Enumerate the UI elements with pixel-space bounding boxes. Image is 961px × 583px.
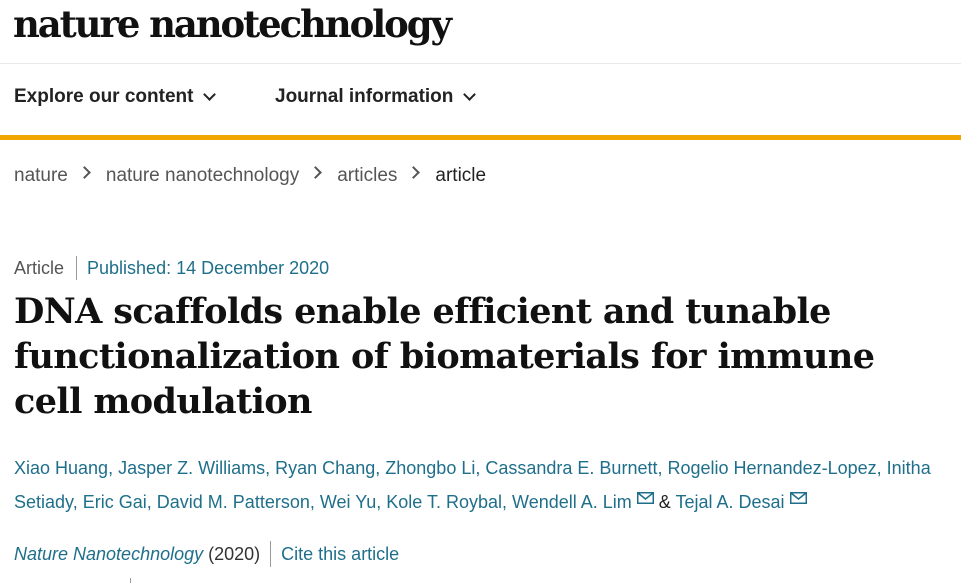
nav-explore-content[interactable]: Explore our content: [14, 86, 217, 108]
author-link[interactable]: Xiao Huang: [14, 458, 109, 478]
chevron-right-icon: [407, 165, 421, 179]
masthead: nature nanotechnology: [0, 0, 961, 64]
separator: ,: [72, 492, 78, 512]
article-meta: Article Published: 14 December 2020: [14, 256, 329, 280]
breadcrumb-nature[interactable]: nature: [14, 165, 68, 186]
author-link[interactable]: Ryan Chang: [275, 458, 376, 478]
breadcrumb: nature nature nanotechnology articles ar…: [14, 165, 486, 187]
chevron-down-icon: [463, 87, 477, 101]
chevron-right-icon: [309, 165, 323, 179]
chevron-right-icon: [78, 165, 91, 179]
nav-item-label: Journal information: [275, 86, 454, 107]
divider: [76, 256, 78, 280]
nav-journal-information[interactable]: Journal information: [275, 86, 477, 108]
author-link[interactable]: Wendell A. Lim: [512, 492, 632, 512]
separator: ,: [876, 458, 882, 478]
separator: ,: [375, 458, 381, 478]
chevron-down-icon: [203, 87, 217, 101]
article-type: Article: [14, 257, 65, 278]
author-link[interactable]: Kole T. Roybal: [386, 492, 503, 512]
site-logo[interactable]: nature nanotechnology: [13, 2, 452, 46]
divider: [270, 541, 272, 567]
separator: ,: [657, 458, 663, 478]
separator: ,: [146, 492, 152, 512]
breadcrumb-current: article: [435, 165, 487, 186]
separator: ,: [475, 458, 481, 478]
author-link[interactable]: Wei Yu: [319, 492, 377, 512]
main-nav: Explore our content Journal information: [0, 64, 961, 140]
ampersand: &: [658, 492, 671, 512]
separator: ,: [309, 492, 315, 512]
breadcrumb-articles[interactable]: articles: [337, 165, 398, 186]
author-link[interactable]: Rogelio Hernandez-Lopez: [667, 458, 877, 478]
cite-this-article-link[interactable]: Cite this article: [281, 543, 400, 564]
citation-line: Nature Nanotechnology (2020) Cite this a…: [14, 541, 399, 567]
author-link[interactable]: Initha Setiady: [14, 458, 931, 512]
author-list: Xiao Huang, Jasper Z. Williams, Ryan Cha…: [14, 451, 949, 519]
mail-icon[interactable]: [789, 492, 807, 504]
breadcrumb-nature-nanotechnology[interactable]: nature nanotechnology: [105, 165, 300, 186]
published-date: Published: 14 December 2020: [87, 257, 330, 278]
author-link[interactable]: David M. Patterson: [156, 492, 310, 512]
journal-link[interactable]: Nature Nanotechnology: [14, 543, 204, 564]
nav-item-label: Explore our content: [14, 86, 194, 107]
separator: ,: [376, 492, 382, 512]
separator: ,: [108, 458, 114, 478]
author-link[interactable]: Tejal A. Desai: [675, 492, 785, 512]
article-title: DNA scaffolds enable efficient and tunab…: [14, 291, 875, 422]
author-link[interactable]: Cassandra E. Burnett: [485, 458, 658, 478]
separator: ,: [265, 458, 271, 478]
author-link[interactable]: Zhongbo Li: [385, 458, 476, 478]
divider: [130, 578, 131, 583]
publication-year: (2020): [208, 543, 261, 564]
separator: ,: [502, 492, 508, 512]
author-link[interactable]: Jasper Z. Williams: [118, 458, 266, 478]
mail-icon[interactable]: [636, 492, 654, 504]
author-link[interactable]: Eric Gai: [82, 492, 147, 512]
